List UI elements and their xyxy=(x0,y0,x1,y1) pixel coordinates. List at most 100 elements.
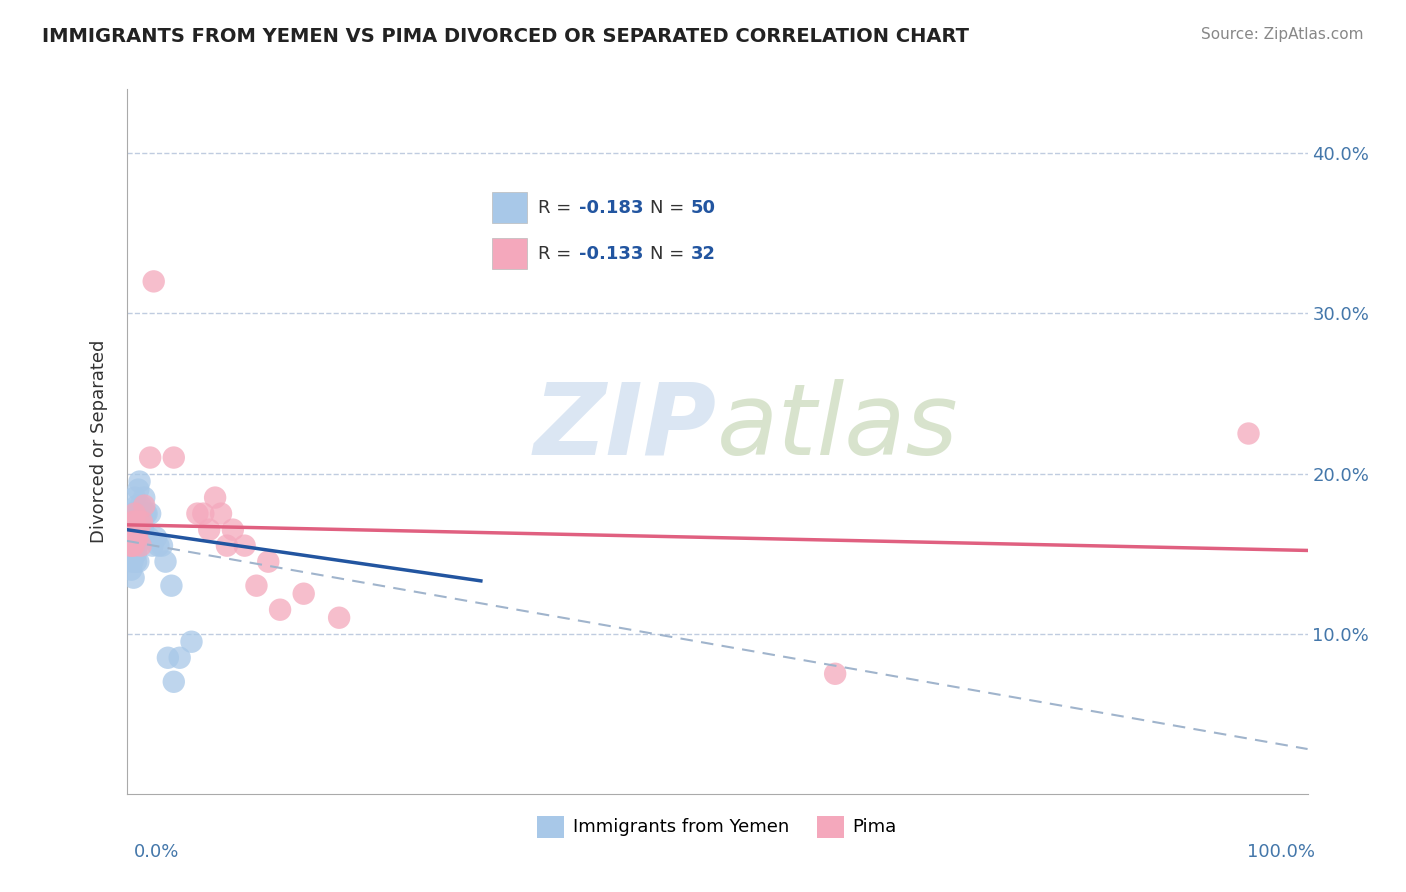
Point xyxy=(127,515,149,529)
Text: -0.183: -0.183 xyxy=(579,199,644,217)
Point xyxy=(128,515,150,529)
Point xyxy=(134,499,156,513)
Point xyxy=(138,531,160,545)
Point xyxy=(269,603,291,617)
Point xyxy=(121,555,143,569)
Point xyxy=(150,539,173,553)
Point xyxy=(121,523,143,537)
Point xyxy=(125,515,148,529)
Y-axis label: Divorced or Separated: Divorced or Separated xyxy=(90,340,108,543)
Point xyxy=(142,274,165,288)
Text: ZIP: ZIP xyxy=(534,379,717,476)
Point xyxy=(127,483,149,497)
Point xyxy=(122,539,145,553)
Point xyxy=(118,539,141,553)
Text: atlas: atlas xyxy=(717,379,959,476)
Point xyxy=(125,531,148,545)
Point xyxy=(257,555,280,569)
Text: Source: ZipAtlas.com: Source: ZipAtlas.com xyxy=(1201,27,1364,42)
Point xyxy=(328,610,350,624)
Point xyxy=(124,507,146,521)
Point xyxy=(127,539,149,553)
Point xyxy=(121,539,143,553)
FancyBboxPatch shape xyxy=(492,192,527,223)
Point xyxy=(122,547,145,561)
Point xyxy=(121,507,143,521)
Point xyxy=(124,523,146,537)
Point xyxy=(125,555,148,569)
Point xyxy=(127,499,149,513)
Point xyxy=(209,507,232,521)
Point xyxy=(198,523,221,537)
Point xyxy=(120,511,142,525)
Point xyxy=(163,450,186,465)
Text: 100.0%: 100.0% xyxy=(1247,843,1315,861)
Point xyxy=(122,515,145,529)
Legend: Immigrants from Yemen, Pima: Immigrants from Yemen, Pima xyxy=(530,808,904,845)
Point xyxy=(186,507,208,521)
Point xyxy=(1237,426,1260,441)
Point xyxy=(122,531,145,545)
Point xyxy=(148,539,170,553)
Text: -0.133: -0.133 xyxy=(579,244,644,263)
Point xyxy=(127,523,149,537)
Point xyxy=(204,491,226,505)
Point xyxy=(124,491,146,505)
Point xyxy=(160,579,183,593)
Point xyxy=(233,539,256,553)
Point xyxy=(193,507,215,521)
Point xyxy=(132,523,155,537)
Point xyxy=(124,539,146,553)
Point xyxy=(120,563,142,577)
Text: 32: 32 xyxy=(690,244,716,263)
Point xyxy=(122,515,145,529)
Point xyxy=(128,507,150,521)
Point xyxy=(124,507,146,521)
Point xyxy=(120,527,142,541)
Text: R =: R = xyxy=(538,244,576,263)
Point xyxy=(129,539,152,553)
Point xyxy=(139,507,162,521)
Point xyxy=(245,579,267,593)
Point xyxy=(134,491,156,505)
Point xyxy=(131,507,153,521)
Point xyxy=(135,507,157,521)
Point xyxy=(141,539,163,553)
Point xyxy=(824,666,846,681)
Point xyxy=(139,450,162,465)
Point xyxy=(120,547,142,561)
Point xyxy=(128,475,150,489)
Point xyxy=(134,507,156,521)
Point xyxy=(120,539,142,553)
Point xyxy=(122,571,145,585)
Point xyxy=(127,523,149,537)
Point xyxy=(131,515,153,529)
Point xyxy=(120,523,142,537)
Text: N =: N = xyxy=(650,244,690,263)
Text: IMMIGRANTS FROM YEMEN VS PIMA DIVORCED OR SEPARATED CORRELATION CHART: IMMIGRANTS FROM YEMEN VS PIMA DIVORCED O… xyxy=(42,27,969,45)
Point xyxy=(215,539,238,553)
Point xyxy=(124,515,146,529)
Point xyxy=(163,674,186,689)
Text: 0.0%: 0.0% xyxy=(134,843,179,861)
FancyBboxPatch shape xyxy=(492,238,527,269)
Text: R =: R = xyxy=(538,199,576,217)
Point xyxy=(120,511,142,525)
Point xyxy=(125,531,148,545)
Point xyxy=(129,499,152,513)
Point xyxy=(145,531,167,545)
Text: N =: N = xyxy=(650,199,690,217)
Point xyxy=(222,523,245,537)
Point xyxy=(169,650,191,665)
Point xyxy=(155,555,177,569)
Text: 50: 50 xyxy=(690,199,716,217)
Point xyxy=(292,587,315,601)
Point xyxy=(127,531,149,545)
Point xyxy=(120,531,142,545)
Point xyxy=(125,547,148,561)
Point xyxy=(180,634,202,648)
Point xyxy=(121,539,143,553)
Point xyxy=(120,549,142,564)
Point xyxy=(127,555,149,569)
Point xyxy=(156,650,179,665)
